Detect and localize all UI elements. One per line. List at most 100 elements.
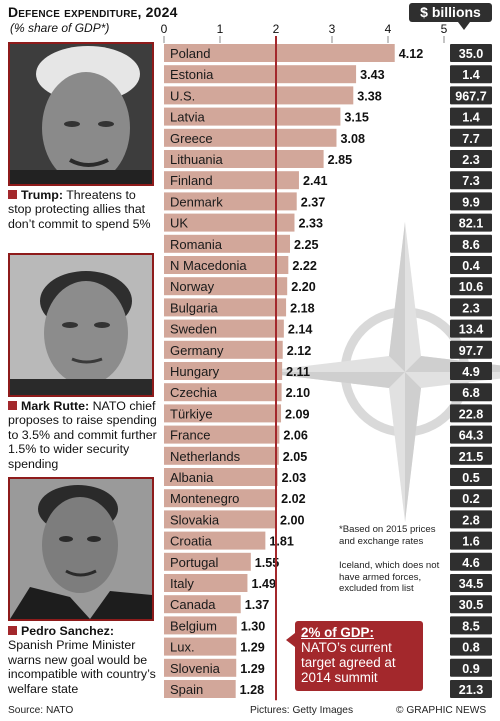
trump-caption-text: Threatens to stop protecting allies that… xyxy=(8,188,151,231)
category-label: Spain xyxy=(170,682,203,697)
billions-value: 1.6 xyxy=(462,535,480,549)
bar xyxy=(164,298,287,317)
category-label: Italy xyxy=(170,576,194,591)
billions-cell xyxy=(450,277,492,296)
billions-cell xyxy=(450,616,492,635)
billions-cell xyxy=(450,107,492,126)
category-label: Germany xyxy=(170,343,224,358)
billions-cell xyxy=(450,213,492,232)
category-label: Sweden xyxy=(170,322,217,337)
category-label: Latvia xyxy=(170,110,205,125)
billions-cell xyxy=(450,362,492,380)
category-label: Belgium xyxy=(170,618,217,633)
billions-cell xyxy=(450,531,492,550)
billions-cell xyxy=(450,256,492,274)
billions-value: 22.8 xyxy=(459,407,484,421)
bar xyxy=(164,446,279,465)
billions-cell xyxy=(450,658,492,677)
value-label: 2.22 xyxy=(292,259,317,273)
bar xyxy=(164,234,290,253)
callout-heading: 2% of GDP: xyxy=(301,625,374,640)
category-label: Norway xyxy=(170,279,215,294)
value-label: 3.08 xyxy=(340,132,365,146)
value-label: 4.12 xyxy=(399,47,424,61)
footnote-iceland: Iceland, which does not have armed force… xyxy=(339,560,440,594)
billions-value: 97.7 xyxy=(459,344,484,358)
category-label: Bulgaria xyxy=(170,300,218,315)
billions-value: 967.7 xyxy=(455,89,487,103)
billions-value: 35.0 xyxy=(459,47,484,61)
bar xyxy=(164,362,283,380)
value-label: 3.38 xyxy=(357,89,382,103)
billions-cell xyxy=(450,595,492,614)
category-label: Estonia xyxy=(170,67,214,82)
bar xyxy=(164,86,354,105)
billions-value: 4.9 xyxy=(462,365,480,379)
billions-cell xyxy=(450,404,492,423)
trump-name: Trump: xyxy=(21,188,63,202)
billions-value: 13.4 xyxy=(459,323,484,337)
billions-cell xyxy=(450,128,492,147)
billions-value: 7.3 xyxy=(462,174,480,188)
rutte-photo xyxy=(8,253,154,397)
rutte-caption-text: NATO chief proposes to raise spending to… xyxy=(8,399,157,471)
billions-cell xyxy=(450,192,492,211)
callout-text: NATO’s current target agreed at 2014 sum… xyxy=(301,640,396,685)
x-axis-ticks: 0 1 2 3 4 5 xyxy=(161,22,448,43)
value-label: 2.09 xyxy=(285,407,310,421)
billions-cell xyxy=(450,171,492,190)
billions-cell xyxy=(450,680,492,698)
x-tick-label: 5 xyxy=(441,22,448,36)
value-label: 1.37 xyxy=(245,598,270,612)
value-label: 1.29 xyxy=(240,641,265,655)
category-label: Slovakia xyxy=(170,512,220,527)
value-label: 2.11 xyxy=(286,365,310,379)
bar xyxy=(164,340,283,359)
bar xyxy=(164,510,276,529)
chart-title: Defence expenditure, 2024 xyxy=(8,4,178,20)
bar xyxy=(164,150,324,168)
billions-value: 8.6 xyxy=(462,238,480,252)
billions-header: $ billions xyxy=(409,3,492,22)
value-label: 2.05 xyxy=(283,450,308,464)
value-label: 1.30 xyxy=(241,619,266,633)
x-tick-label: 3 xyxy=(329,22,336,36)
value-label: 1.29 xyxy=(240,662,265,676)
caption-bullet-icon xyxy=(8,190,17,199)
billions-value: 4.6 xyxy=(462,556,480,570)
bar xyxy=(164,531,266,550)
billions-cell xyxy=(450,65,492,84)
billions-value: 0.8 xyxy=(462,641,480,655)
value-label: 1.55 xyxy=(255,556,280,570)
category-label: Portugal xyxy=(170,555,219,570)
bar xyxy=(164,44,395,62)
value-label: 2.33 xyxy=(298,217,323,231)
value-label: 3.43 xyxy=(360,68,385,82)
category-label: Netherlands xyxy=(170,449,241,464)
pictures-credit: Pictures: Getty Images xyxy=(250,705,354,716)
billions-value: 21.3 xyxy=(459,683,484,697)
billions-cell xyxy=(450,44,492,62)
footnote-prices: *Based on 2015 prices and exchange rates xyxy=(339,524,436,547)
category-label: Slovenia xyxy=(170,661,221,676)
value-label: 2.41 xyxy=(303,174,328,188)
billions-cell xyxy=(450,425,492,444)
billions-cell xyxy=(450,489,492,508)
bar xyxy=(164,128,337,147)
rutte-name: Mark Rutte: xyxy=(21,399,90,413)
category-label: Czechia xyxy=(170,385,218,400)
trump-photo xyxy=(8,42,154,186)
value-label: 2.00 xyxy=(280,513,305,527)
billions-value: 6.8 xyxy=(462,386,480,400)
value-label: 2.18 xyxy=(290,301,315,315)
x-tick-label: 1 xyxy=(217,22,224,36)
nato-star-watermark xyxy=(255,222,500,522)
billions-column: 35.0 1.4 967.7 1.4 7.7 2.3 7.3 9.9 82.1 8.6 0.4 10.… xyxy=(450,44,492,698)
value-label: 2.02 xyxy=(281,492,306,506)
bar xyxy=(164,637,237,656)
value-label: 2.06 xyxy=(283,429,308,443)
billions-value: 2.3 xyxy=(462,153,480,167)
value-label: 2.14 xyxy=(288,323,313,337)
billions-cell xyxy=(450,383,492,402)
bar xyxy=(164,658,237,677)
